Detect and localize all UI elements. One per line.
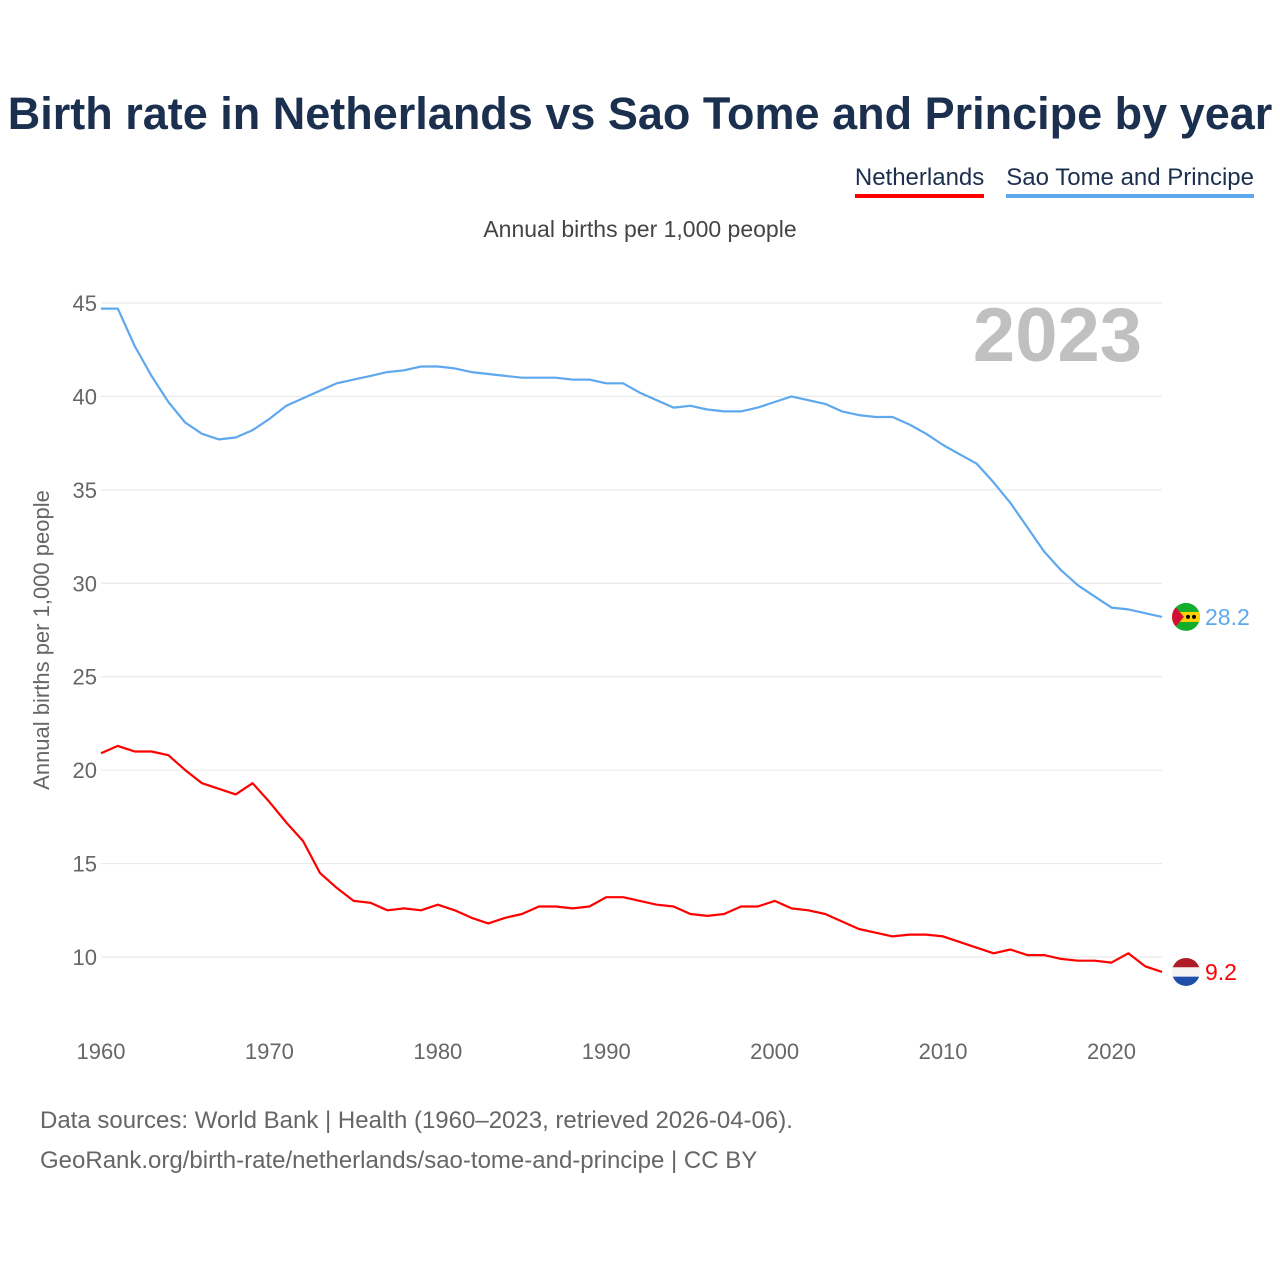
legend-item-sao-tome[interactable]: Sao Tome and Principe: [1006, 164, 1254, 198]
end-value-label: 9.2: [1205, 959, 1237, 985]
x-tick-label: 1960: [77, 1039, 126, 1064]
x-tick-label: 1980: [413, 1039, 462, 1064]
y-tick-label: 15: [73, 852, 97, 877]
sao-tome-flag-icon: [1172, 602, 1200, 631]
x-tick-label: 1990: [582, 1039, 631, 1064]
y-tick-label: 35: [73, 478, 97, 503]
x-tick-label: 2010: [919, 1039, 968, 1064]
netherlands-flag-icon: [1172, 957, 1200, 986]
y-tick-label: 25: [73, 665, 97, 690]
series-line-sao-tome: [101, 307, 1163, 618]
x-tick-label: 2000: [750, 1039, 799, 1064]
x-tick-label: 2020: [1087, 1039, 1136, 1064]
year-watermark: 2023: [972, 293, 1142, 378]
footer-link[interactable]: GeoRank.org/birth-rate/netherlands/sao-t…: [40, 1147, 758, 1174]
y-tick-label: 40: [73, 384, 97, 409]
legend-item-netherlands[interactable]: Netherlands: [854, 164, 985, 198]
legend: Netherlands Sao Tome and Principe: [854, 164, 1254, 198]
series-line-netherlands: [100, 744, 1163, 973]
x-tick-label: 1970: [245, 1039, 294, 1064]
y-tick-label: 45: [73, 291, 97, 316]
y-tick-label: 30: [73, 571, 97, 596]
y-tick-label: 10: [73, 945, 97, 970]
chart-title: Birth rate in Netherlands vs Sao Tome an…: [7, 88, 1273, 139]
footer-sources: Data sources: World Bank | Health (1960–…: [40, 1107, 793, 1134]
chart-subtitle: Annual births per 1,000 people: [483, 216, 797, 242]
end-value-label: 28.2: [1205, 604, 1250, 630]
y-tick-label: 20: [73, 758, 97, 783]
